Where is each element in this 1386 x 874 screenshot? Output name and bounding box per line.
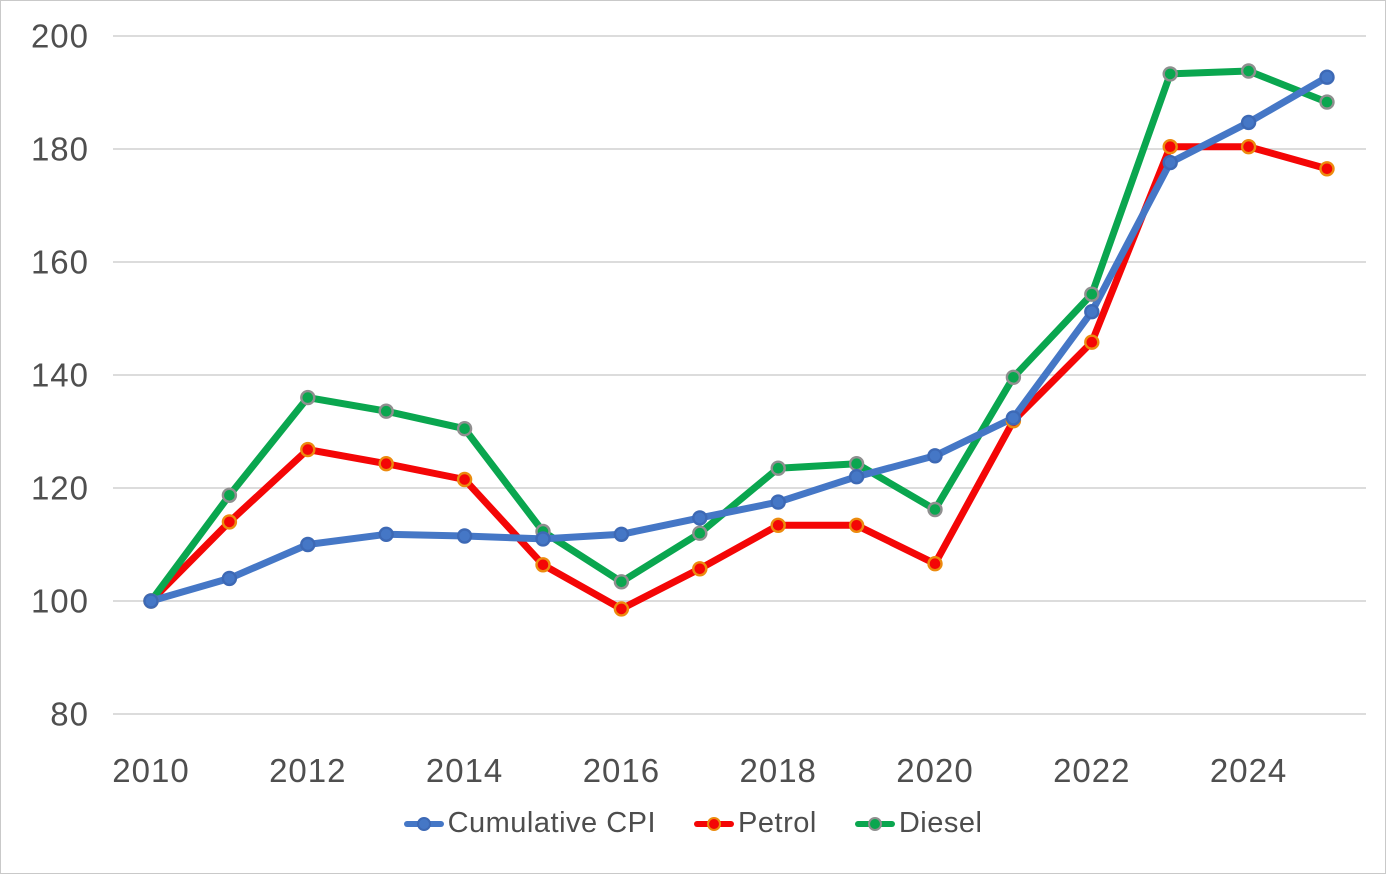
legend-label-petrol: Petrol [738, 807, 817, 839]
data-point-petrol [1240, 138, 1257, 155]
data-point-diesel [1084, 286, 1100, 302]
x-tick-label: 2014 [426, 752, 503, 789]
data-point-diesel [1319, 94, 1335, 110]
data-point-cumulative-cpi [927, 448, 943, 464]
data-point-cumulative-cpi [1084, 304, 1100, 320]
y-tick-label: 140 [31, 357, 89, 394]
x-tick-label: 2024 [1210, 752, 1287, 789]
data-point-cumulative-cpi [848, 469, 865, 485]
data-point-petrol [848, 517, 865, 533]
data-point-diesel [378, 403, 394, 419]
series-line-diesel [147, 67, 1331, 605]
data-point-diesel [300, 389, 316, 406]
data-point-petrol [1162, 138, 1178, 155]
data-point-cumulative-cpi [535, 531, 551, 547]
x-tick-label: 2012 [269, 752, 346, 789]
data-point-diesel [221, 487, 238, 503]
y-tick-label: 120 [31, 470, 89, 507]
legend-label-diesel: Diesel [898, 807, 983, 839]
y-tick-label: 180 [31, 131, 89, 168]
data-point-petrol [613, 601, 630, 617]
data-point-diesel [613, 574, 630, 590]
data-point-diesel [1005, 369, 1022, 385]
data-point-diesel [1162, 66, 1178, 82]
x-tick-label: 2010 [112, 752, 189, 789]
data-point-cumulative-cpi [143, 593, 159, 609]
x-tick-label: 2018 [739, 752, 816, 789]
data-point-petrol [1084, 334, 1100, 350]
legend-line-dot-icon [403, 816, 444, 832]
data-point-petrol [456, 471, 473, 488]
legend-label-cumulative-cpi: Cumulative CPI [447, 807, 657, 839]
data-point-cumulative-cpi [770, 494, 786, 510]
x-tick-label: 2016 [583, 752, 660, 789]
legend-line-dot-icon [694, 816, 735, 832]
data-point-diesel [456, 421, 473, 437]
series-line-cumulative-cpi [147, 73, 1331, 605]
data-point-diesel [1240, 63, 1257, 79]
data-point-petrol [770, 517, 786, 533]
data-point-cumulative-cpi [613, 526, 630, 542]
data-point-cumulative-cpi [1162, 154, 1178, 171]
legend-item-diesel: Diesel [854, 807, 983, 840]
data-point-diesel [848, 456, 865, 472]
data-point-diesel [927, 501, 943, 518]
y-tick-label: 100 [31, 583, 89, 620]
y-tick-label: 80 [50, 696, 89, 733]
data-point-petrol [221, 514, 238, 530]
data-point-petrol [535, 557, 551, 573]
data-point-cumulative-cpi [692, 510, 708, 526]
data-point-cumulative-cpi [1005, 410, 1022, 426]
legend-line-dot-icon [854, 816, 895, 832]
legend-item-cumulative-cpi: Cumulative CPI [403, 807, 657, 840]
data-point-cumulative-cpi [378, 526, 394, 542]
chart-legend: Cumulative CPI Petrol Diesel [1, 807, 1385, 840]
data-point-diesel [692, 525, 708, 541]
data-point-petrol [692, 561, 708, 577]
data-point-petrol [378, 456, 394, 472]
legend-item-petrol: Petrol [694, 807, 817, 840]
x-tick-label: 2020 [896, 752, 973, 789]
data-point-cumulative-cpi [300, 536, 316, 553]
data-point-cumulative-cpi [456, 528, 473, 544]
data-point-diesel [770, 460, 786, 476]
data-point-petrol [300, 441, 316, 458]
y-tick-label: 200 [31, 18, 89, 55]
data-point-cumulative-cpi [1240, 114, 1257, 131]
y-tick-label: 160 [31, 244, 89, 281]
data-point-petrol [1319, 161, 1335, 177]
data-point-petrol [927, 556, 943, 572]
data-point-cumulative-cpi [1319, 69, 1335, 85]
data-point-cumulative-cpi [221, 570, 238, 587]
x-tick-label: 2022 [1053, 752, 1130, 789]
